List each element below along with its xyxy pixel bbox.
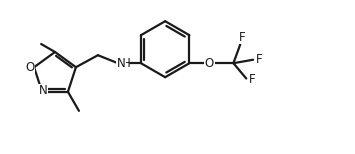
Text: H: H	[121, 57, 130, 70]
Text: F: F	[249, 73, 256, 86]
Text: N: N	[39, 84, 48, 97]
Text: F: F	[239, 31, 246, 44]
Text: O: O	[205, 57, 214, 70]
Text: F: F	[256, 53, 262, 66]
Text: N: N	[116, 57, 125, 70]
Text: O: O	[26, 61, 35, 74]
